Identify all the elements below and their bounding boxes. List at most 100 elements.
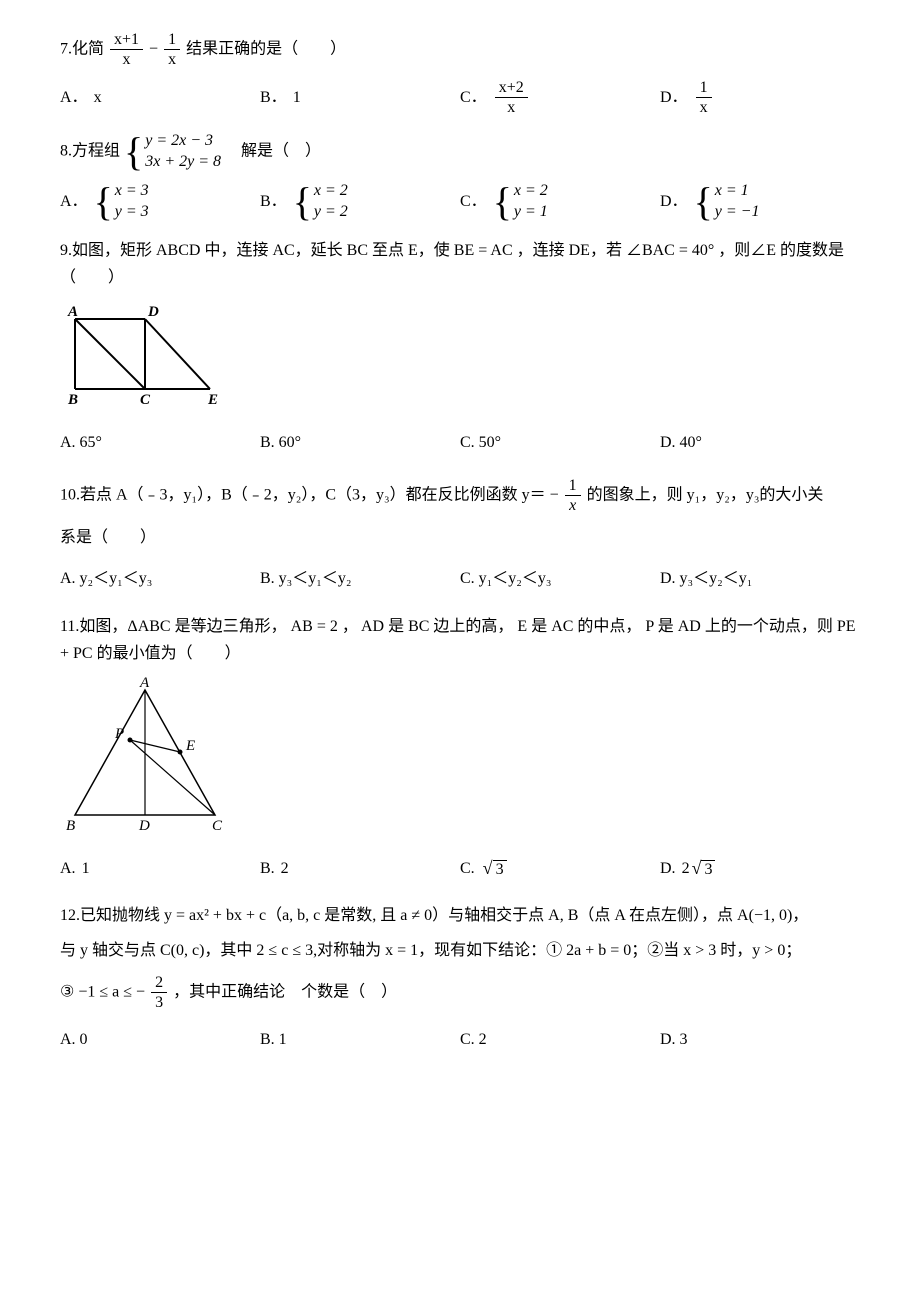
q8-b-l1: x = 2 <box>314 181 348 202</box>
q8-a-label: A． <box>60 188 88 215</box>
sqrt-icon: √ <box>483 858 493 878</box>
q10-frac-den: x <box>565 496 581 515</box>
q10-opt-a: A. y₂＜y₁＜y₃ <box>60 559 260 599</box>
q12-frac-den: 3 <box>151 993 167 1012</box>
q9-label-b: B <box>67 392 78 408</box>
q8-prefix: 方程组 <box>72 143 120 160</box>
q8-b-brace: { x = 2 y = 2 <box>293 181 348 223</box>
q10-neg: − <box>550 486 559 503</box>
q11-d-sqrt: √3 <box>690 853 716 884</box>
q12-line2: 与 y 轴交与点 C(0, c)，其中 2 ≤ c ≤ 3,对称轴为 x = 1… <box>60 937 860 964</box>
q11-opt-c: C. √3 <box>460 848 660 888</box>
q8-d-label: D． <box>660 188 688 215</box>
q8-eq1: y = 2x − 3 <box>145 131 221 152</box>
q7-d-frac: 1 x <box>696 78 712 117</box>
q10-opt-c: C. y₁＜y₂＜y₃ <box>460 559 660 599</box>
q8-system: { y = 2x − 3 3x + 2y = 8 <box>124 131 221 173</box>
question-9: 9.如图，矩形 ABCD 中，连接 AC，延长 BC 至点 E，使 BE = A… <box>60 237 860 463</box>
q7-d-num: 1 <box>696 78 712 98</box>
q7-a-label: A． <box>60 84 88 111</box>
q8-b-l2: y = 2 <box>314 202 348 223</box>
question-7: 7.化简 x+1 x − 1 x 结果正确的是（ ） A． x B． 1 C． <box>60 30 860 117</box>
q11-label-p: P <box>114 726 124 742</box>
q12-frac-num: 2 <box>151 973 167 993</box>
q8-d-body: x = 1 y = −1 <box>715 181 760 223</box>
q8-options: A． { x = 3 y = 3 B． { x = 2 y = 2 <box>60 181 860 223</box>
q8-b-body: x = 2 y = 2 <box>314 181 348 223</box>
q7-opt-b: B． 1 <box>260 77 460 117</box>
q11-d-rad: 3 <box>701 860 715 878</box>
q7-d-den: x <box>696 98 712 117</box>
q11-b-val: 2 <box>281 855 289 882</box>
q10-stem-line2: 系是（ ） <box>60 524 860 551</box>
q7-suffix: 结果正确的是（ ） <box>186 40 346 57</box>
q11-a-val: 1 <box>82 855 90 882</box>
q8-num: 8. <box>60 143 72 160</box>
q8-opt-a: A． { x = 3 y = 3 <box>60 181 260 223</box>
q12-frac: 2 3 <box>151 973 167 1012</box>
q9-label-a: A <box>67 304 78 320</box>
q7-c-den: x <box>495 98 528 117</box>
q8-c-l1: x = 2 <box>514 181 548 202</box>
q8-a-brace: { x = 3 y = 3 <box>94 181 149 223</box>
q8-c-l2: y = 1 <box>514 202 548 223</box>
brace-icon: { <box>694 182 713 222</box>
q11-opt-a: A. 1 <box>60 848 260 888</box>
q12-line1: 12.已知抛物线 y = ax² + bx + c（a, b, c 是常数, 且… <box>60 902 860 929</box>
question-11: 11.如图，ΔABC 是等边三角形， AB = 2 ， AD 是 BC 边上的高… <box>60 613 860 889</box>
q7-num: 7. <box>60 40 72 57</box>
q9-label-e: E <box>207 392 218 408</box>
q10-frac-num: 1 <box>565 476 581 496</box>
q10-opt-b: B. y₃＜y₁＜y₂ <box>260 559 460 599</box>
q12-line3-post: ，其中正确结论 个数是（ ） <box>173 983 397 1000</box>
q11-label-b: B <box>66 818 75 834</box>
q7-f2-den: x <box>164 50 180 69</box>
q12-line3: ③ −1 ≤ a ≤ − 2 3 ，其中正确结论 个数是（ ） <box>60 973 860 1012</box>
q8-suffix: 解是（ ） <box>225 143 321 160</box>
q11-label-c: C <box>212 818 223 834</box>
q7-f2-num: 1 <box>164 30 180 50</box>
q7-c-label: C． <box>460 84 487 111</box>
q7-f1-num: x+1 <box>110 30 143 50</box>
q12-opt-c: C. 2 <box>460 1020 660 1060</box>
q12-opt-a: A. 0 <box>60 1020 260 1060</box>
q7-frac2: 1 x <box>164 30 180 69</box>
q9-label-d: D <box>147 304 159 320</box>
rectangle-diagram-icon: A D B C E <box>60 299 230 409</box>
q11-opt-d: D. 2√3 <box>660 848 860 888</box>
q12-line3-pre: ③ −1 ≤ a ≤ <box>60 983 136 1000</box>
q8-eq2: 3x + 2y = 8 <box>145 152 221 173</box>
q7-stem: 7.化简 x+1 x − 1 x 结果正确的是（ ） <box>60 30 860 69</box>
q11-b-label: B. <box>260 855 275 882</box>
q7-f1-den: x <box>110 50 143 69</box>
q8-c-brace: { x = 2 y = 1 <box>493 181 548 223</box>
q8-a-l2: y = 3 <box>115 202 149 223</box>
q7-opt-c: C． x+2 x <box>460 77 660 117</box>
q10-stem: 10.若点 A（﹣3，y₁），B（﹣2，y₂），C（3，y₃）都在反比例函数 y… <box>60 476 860 515</box>
q8-d-l1: x = 1 <box>715 181 760 202</box>
q11-c-rad: 3 <box>493 860 507 878</box>
sqrt-icon: √ <box>692 858 702 878</box>
q9-figure: A D B C E <box>60 299 860 418</box>
q11-label-e: E <box>185 738 195 754</box>
q8-opt-d: D． { x = 1 y = −1 <box>660 181 860 223</box>
q11-c-label: C. <box>460 855 475 882</box>
page: 7.化简 x+1 x − 1 x 结果正确的是（ ） A． x B． 1 C． <box>0 0 920 1104</box>
q7-d-label: D． <box>660 84 688 111</box>
q7-b-label: B． <box>260 84 287 111</box>
q11-options: A. 1 B. 2 C. √3 D. 2√3 <box>60 848 860 888</box>
q8-opt-c: C． { x = 2 y = 1 <box>460 181 660 223</box>
q12-neg: − <box>136 983 145 1000</box>
q7-opt-d: D． 1 x <box>660 77 860 117</box>
q7-a-val: x <box>94 84 102 111</box>
q9-opt-d: D. 40° <box>660 422 860 462</box>
q10-frac: 1 x <box>565 476 581 515</box>
q11-label-a: A <box>139 675 150 691</box>
q12-opt-b: B. 1 <box>260 1020 460 1060</box>
question-8: 8.方程组 { y = 2x − 3 3x + 2y = 8 解是（ ） A． … <box>60 131 860 222</box>
q7-c-frac: x+2 x <box>495 78 528 117</box>
q7-prefix: 化简 <box>72 40 104 57</box>
q8-a-l1: x = 3 <box>115 181 149 202</box>
q8-d-l2: y = −1 <box>715 202 760 223</box>
q9-options: A. 65° B. 60° C. 50° D. 40° <box>60 422 860 462</box>
